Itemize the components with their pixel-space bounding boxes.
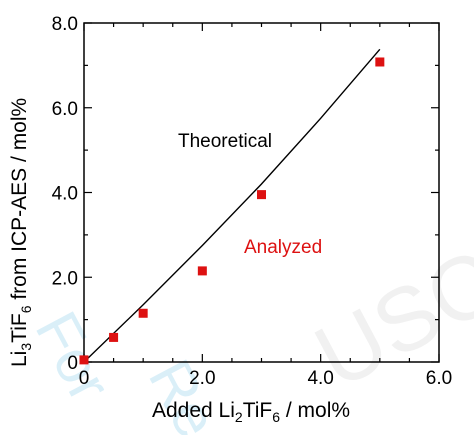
y-tick-label: 6.0 (52, 99, 78, 120)
y-axis-label: Li3TiF6 from ICP-AES / mol% (8, 98, 34, 367)
x-tick-label: 6.0 (426, 368, 452, 389)
analyzed-point (138, 308, 148, 318)
analyzed-point (375, 57, 385, 67)
analyzed-point (109, 332, 119, 342)
y-tick-label: 8.0 (52, 14, 78, 35)
x-tick-label: 2.0 (189, 368, 215, 389)
annotation-theoretical: Theoretical (178, 131, 272, 152)
y-tick-label: 0 (67, 353, 78, 374)
analyzed-point (257, 190, 266, 200)
x-axis-label: Added Li2TiF6 / mol% (152, 399, 350, 425)
analyzed-point (197, 266, 207, 276)
x-tick-label: 4.0 (307, 368, 333, 389)
annotation-analyzed: Analyzed (244, 237, 322, 258)
theoretical-line (83, 48, 381, 363)
x-tick-label: 0 (79, 368, 90, 389)
y-tick-label: 4.0 (52, 184, 78, 205)
y-tick-label: 2.0 (52, 268, 78, 289)
series-layer (79, 48, 385, 365)
ticks (83, 22, 440, 363)
tick-labels: 0 2.0 4.0 6.0 0 2.0 4.0 6.0 8.0 (52, 14, 453, 389)
analyzed-point (79, 355, 89, 365)
